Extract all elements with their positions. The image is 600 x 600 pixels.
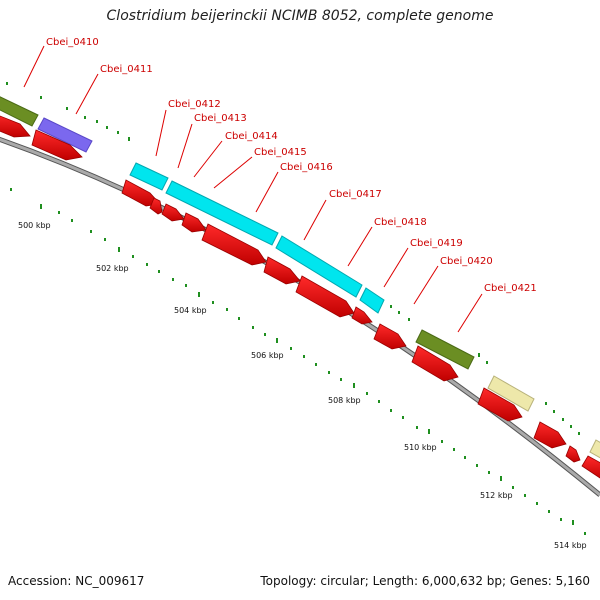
gene-label-lines [23,45,483,333]
gene-label: Cbei_0411 [100,64,153,75]
tick-mark [478,353,480,357]
tick-track-outer [6,82,580,435]
position-labels: 500 kbp 502 kbp 504 kbp 506 kbp 508 kbp … [18,221,587,550]
tick-mark [578,432,580,435]
cds-lane [0,115,600,479]
cds-arrow [373,323,407,350]
position-label: 512 kbp [480,491,513,500]
tick-mark [398,311,400,314]
cds-arrow [477,387,523,422]
gene-label: Cbei_0413 [194,113,247,124]
cds-arrow [351,306,373,325]
gene-labels: Cbei_0410 Cbei_0411 Cbei_0412 Cbei_0413 … [46,37,537,294]
tick-mark [66,107,68,110]
gene-label: Cbei_0412 [168,99,221,110]
cds-arrow [581,455,600,479]
tick-mark [390,305,392,308]
feature-block-olive [0,96,39,127]
position-label: 508 kbp [328,396,361,405]
feature-lane-upper [0,96,600,459]
cds-arrow [565,445,581,463]
position-label: 500 kbp [18,221,51,230]
cds-arrow [31,129,83,161]
tick-mark [570,425,572,428]
gene-label: Cbei_0419 [410,238,463,249]
position-label: 504 kbp [174,306,207,315]
feature-block-cyan [359,287,385,314]
map-title: Clostridium beijerinckii NCIMB 8052, com… [106,8,494,24]
gene-label: Cbei_0417 [329,189,382,200]
gene-label: Cbei_0418 [374,217,427,228]
feature-block-cyan [165,180,279,246]
tick-mark [486,361,488,364]
tick-mark [84,116,86,119]
cds-arrow [201,223,267,266]
position-label: 514 kbp [554,541,587,550]
position-label: 506 kbp [251,351,284,360]
cds-arrow [0,115,31,138]
genome-backbone [0,136,600,497]
tick-mark [562,418,564,421]
tick-mark [128,137,130,141]
cds-arrow [533,421,567,449]
feature-block-cyan [275,235,363,298]
position-label: 502 kbp [96,264,129,273]
gene-label: Cbei_0421 [484,283,537,294]
tick-mark [117,131,119,134]
cds-arrow [181,212,207,233]
cds-arrow [161,203,185,222]
tick-mark [408,318,410,321]
tick-track-inner [10,188,586,535]
tick-mark [545,402,547,405]
cds-arrow [295,275,355,318]
topology-text: Topology: circular; Length: 6,000,632 bp… [260,574,590,588]
position-label: 510 kbp [404,443,437,452]
accession-text: Accession: NC_009617 [8,574,145,588]
cds-arrow [149,197,163,215]
feature-block-cyan [129,162,169,191]
feature-block-slate [37,117,93,153]
tick-mark [40,96,42,99]
tick-mark [106,126,108,129]
gene-label: Cbei_0410 [46,37,99,48]
feature-block-khaki [589,439,600,459]
feature-block-khaki [487,375,535,412]
gene-label: Cbei_0415 [254,147,307,158]
gene-label: Cbei_0416 [280,162,333,173]
cds-arrow [411,345,459,382]
gene-label: Cbei_0420 [440,256,493,267]
tick-mark [6,82,8,85]
tick-mark [96,120,98,123]
tick-mark [553,410,555,413]
cds-arrow [263,256,301,285]
gene-label: Cbei_0414 [225,131,278,142]
feature-block-olive [415,329,475,370]
